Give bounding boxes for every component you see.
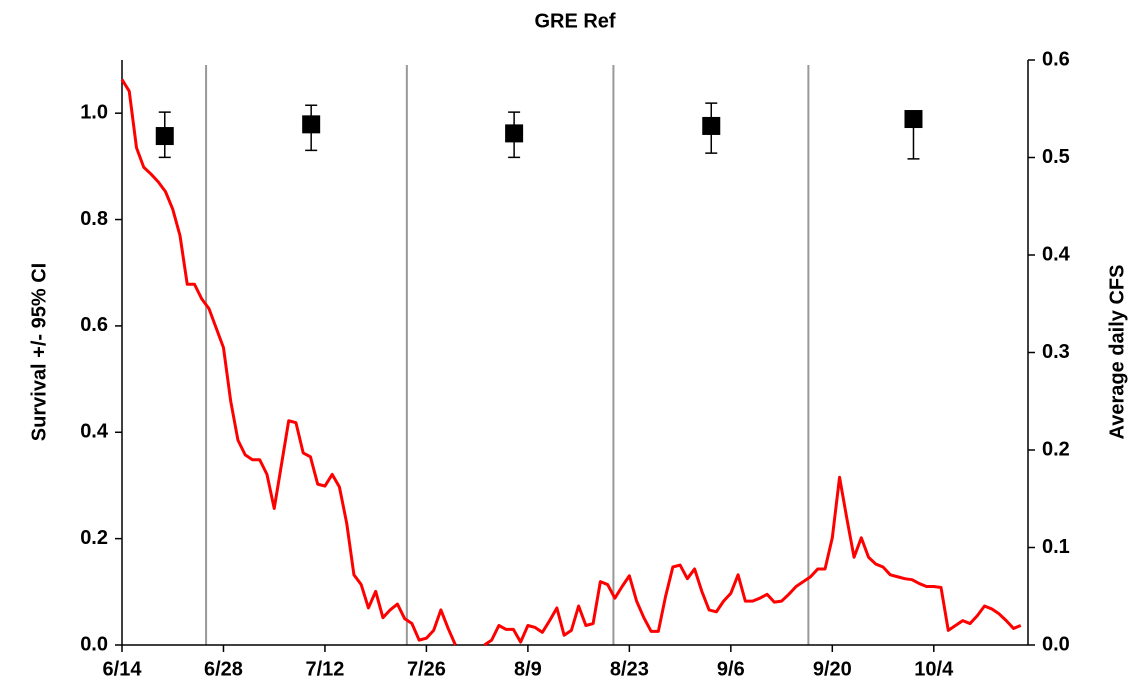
y-tick-label: 0.2 <box>80 527 108 549</box>
y-axis-label: Survival +/- 95% CI <box>28 263 50 441</box>
survival-point <box>505 124 524 143</box>
y2-tick-label: 0.4 <box>1042 243 1071 265</box>
y2-axis-label: Average daily CFS <box>1106 265 1128 440</box>
survival-point <box>155 127 174 146</box>
y2-tick-label: 0.0 <box>1042 633 1070 655</box>
x-tick-label: 6/28 <box>204 658 243 680</box>
x-tick-label: 8/9 <box>514 658 542 680</box>
x-tick-label: 7/12 <box>305 658 344 680</box>
flow-line <box>120 78 1022 647</box>
y2-tick-label: 0.5 <box>1042 146 1070 168</box>
x-tick-label: 10/4 <box>914 658 954 680</box>
x-tick-label: 6/14 <box>103 658 143 680</box>
survival-point <box>904 110 923 129</box>
y2-tick-label: 0.2 <box>1042 438 1070 460</box>
y-tick-label: 0.8 <box>80 208 108 230</box>
y2-tick-label: 0.6 <box>1042 48 1070 70</box>
x-tick-label: 9/20 <box>813 658 852 680</box>
survival-point <box>702 116 721 135</box>
x-tick-label: 8/23 <box>610 658 649 680</box>
survival-point <box>302 115 321 134</box>
y-tick-label: 0.0 <box>80 633 108 655</box>
y-tick-label: 0.4 <box>80 421 109 443</box>
y2-tick-label: 0.3 <box>1042 341 1070 363</box>
x-tick-label: 7/26 <box>407 658 446 680</box>
chart-title: GRE Ref <box>534 10 615 32</box>
y-tick-label: 1.0 <box>80 101 108 123</box>
y2-tick-label: 0.1 <box>1042 536 1070 558</box>
y-tick-label: 0.6 <box>80 314 108 336</box>
x-tick-label: 9/6 <box>717 658 745 680</box>
